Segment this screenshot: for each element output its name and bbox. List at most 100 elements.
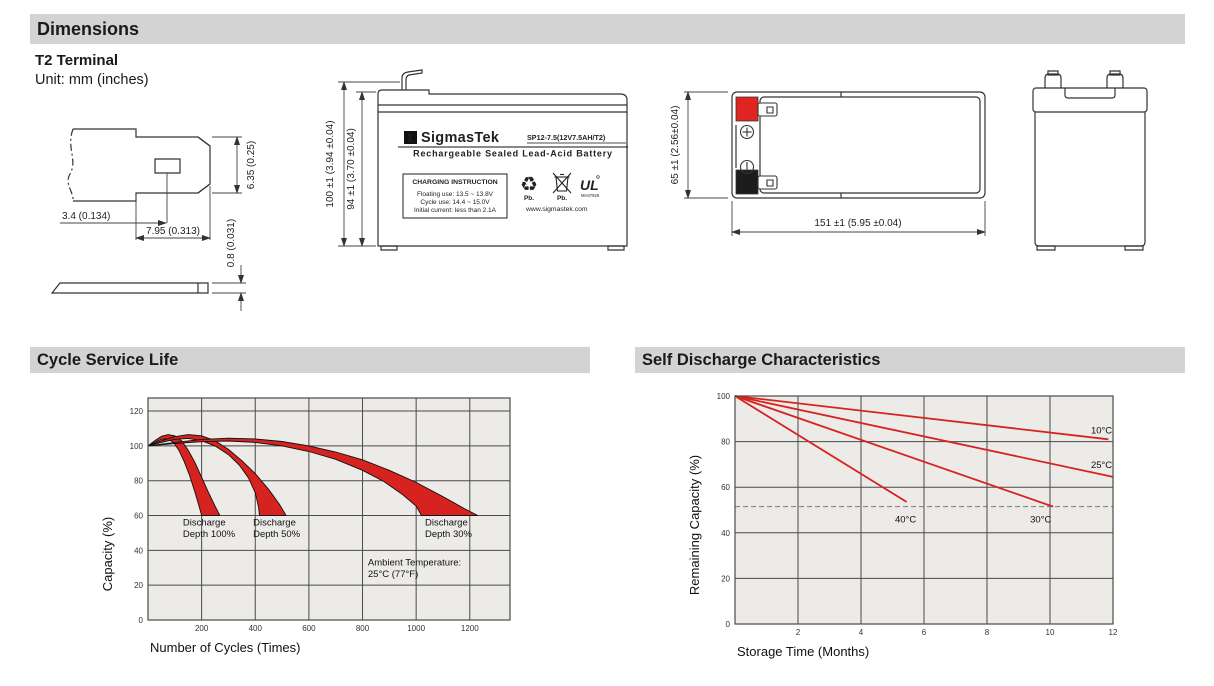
minus-symbol-icon — [741, 161, 754, 174]
x-tick-label: 1200 — [461, 624, 479, 633]
section-header-dimensions: Dimensions — [30, 14, 1185, 44]
y-tick-label: 0 — [139, 616, 144, 625]
chart-series-line — [734, 395, 1114, 478]
brand-name: SigmasTek — [421, 130, 500, 146]
self-discharge-chart: 2 4 6 8 10 12 0 20 40 60 80 100 10°C 25°C 30°C 40°C Stor… — [687, 392, 1118, 659]
chart-annotation: 40°C — [895, 515, 916, 526]
cycle-service-life-chart: 200 400 600 800 1000 1200 0 20 40 60 80 100 120 Disch… — [100, 397, 511, 655]
sigma-logo-glyph: Σ — [407, 133, 413, 145]
chart-series-line — [734, 395, 1054, 508]
chart-annotation: 10°C — [1091, 426, 1112, 437]
x-tick-label: 10 — [1046, 628, 1055, 637]
ul-file-code: MH47929 — [581, 193, 600, 198]
x-tick-label: 200 — [195, 624, 209, 633]
dim-thickness: 0.8 (0.031) — [226, 219, 237, 267]
ul-registered-dot — [597, 176, 600, 179]
dim-blade-width: 7.95 (0.313) — [146, 226, 200, 237]
battery-front-outline — [378, 70, 627, 250]
chart-band — [147, 434, 221, 516]
y-tick-label: 40 — [721, 529, 730, 538]
model-number: SP12-7.5(12V7.5AH/T2) — [527, 133, 606, 142]
positive-terminal-marker — [736, 97, 758, 121]
x-tick-label: 12 — [1109, 628, 1118, 637]
chart-annotation: 30°C — [1030, 515, 1051, 526]
x-tick-label: 1000 — [407, 624, 425, 633]
plot-border — [734, 395, 1114, 625]
battery-top-outline — [732, 92, 985, 198]
front-terminal-tab — [402, 70, 422, 90]
terminal-detail-drawing: 3.4 (0.134) 7.95 (0.313) 6.35 (0.25) 0.8… — [40, 108, 257, 311]
crossed-bin-icon — [553, 173, 571, 193]
battery-subtitle: Rechargeable Sealed Lead-Acid Battery — [413, 149, 613, 159]
unit-note: Unit: mm (inches) — [35, 72, 149, 88]
cycle-service-life-title: Cycle Service Life — [37, 350, 179, 369]
chart-series-line — [734, 395, 908, 503]
terminal-plate-side-view — [52, 283, 208, 293]
y-tick-label: 100 — [130, 442, 144, 451]
y-tick-label: 80 — [134, 477, 143, 486]
y-tick-label: 20 — [721, 574, 730, 583]
dim-length: 151 ±1 (5.95 ±0.04) — [814, 218, 901, 229]
dimensions-title: Dimensions — [37, 18, 140, 39]
x-tick-label: 4 — [859, 628, 864, 637]
terminal-type-label: T2 Terminal — [35, 52, 119, 69]
y-tick-label: 120 — [130, 407, 144, 416]
chart-annotation: Ambient Temperature: 25°C (77°F) — [368, 557, 461, 580]
side-view-drawing — [1025, 60, 1175, 260]
x-tick-label: 400 — [249, 624, 263, 633]
website-text: www.sigmastek.com — [525, 206, 588, 213]
x-tick-label: 6 — [922, 628, 927, 637]
section-header-cycle-service-life: Cycle Service Life — [30, 347, 590, 373]
charging-line-2: Cycle use: 14.4 ~ 15.0V — [420, 199, 490, 206]
self-discharge-title: Self Discharge Characteristics — [642, 350, 881, 369]
plus-symbol-icon — [741, 126, 754, 139]
y-tick-label: 80 — [721, 438, 730, 447]
dim-body-height: 94 ±1 (3.70 ±0.04) — [346, 128, 357, 210]
x-tick-label: 2 — [796, 628, 801, 637]
chart-series-line — [734, 395, 1109, 441]
y-tick-label: 60 — [721, 483, 730, 492]
x-axis-title: Storage Time (Months) — [737, 644, 869, 659]
y-tick-label: 0 — [726, 620, 731, 629]
label-compliance-icons: ♻ Pb. Pb. UL MH47929 — [520, 173, 600, 202]
bin-pb-label: Pb. — [557, 195, 567, 202]
recycle-icon: ♻ — [520, 174, 538, 196]
chart-annotation: Discharge Depth 100% — [183, 517, 236, 540]
plot-border — [147, 397, 511, 621]
polarity-symbols — [741, 126, 754, 174]
charging-title: CHARGING INSTRUCTION — [412, 179, 497, 186]
dim-total-height: 100 ±1 (3.94 ±0.04) — [325, 120, 336, 207]
terminal-dimension-lines — [60, 136, 246, 311]
chart-annotation: Discharge Depth 50% — [253, 517, 301, 540]
battery-label: Σ SigmasTek SP12-7.5(12V7.5AH/T2) Rechar… — [398, 130, 628, 218]
y-tick-label: 40 — [134, 546, 143, 555]
y-axis-title: Capacity (%) — [100, 517, 115, 591]
ul-mark-icon: UL — [580, 177, 599, 193]
dim-hole-offset: 3.4 (0.134) — [62, 211, 110, 222]
chart-annotation: 25°C — [1091, 460, 1112, 471]
charging-line-3: Initial current: less than 2.1A — [414, 207, 497, 214]
charging-instruction-box: CHARGING INSTRUCTION Floating use: 13.5 … — [403, 174, 507, 218]
section-header-self-discharge: Self Discharge Characteristics — [635, 347, 1185, 373]
chart-annotation: Discharge Depth 30% — [425, 517, 473, 540]
top-dimension-lines — [684, 91, 986, 236]
dim-blade-height: 6.35 (0.25) — [246, 141, 257, 189]
y-tick-label: 60 — [134, 512, 143, 521]
top-view-drawing: 65 ±1 (2.56±0.04) 151 ±1 (5.95 ±0.04) — [670, 91, 986, 245]
y-tick-label: 20 — [134, 581, 143, 590]
x-tick-label: 600 — [302, 624, 316, 633]
recycle-pb-label: Pb. — [524, 195, 534, 202]
terminal-blade-outline — [68, 129, 210, 201]
front-dimension-lines — [338, 81, 400, 247]
x-axis-title: Number of Cycles (Times) — [150, 640, 300, 655]
x-tick-label: 800 — [356, 624, 370, 633]
dim-width: 65 ±1 (2.56±0.04) — [670, 106, 681, 185]
chart-band — [147, 437, 479, 516]
sigma-logo-icon — [404, 131, 417, 144]
charging-line-1: Floating use: 13.5 ~ 13.8V — [417, 191, 494, 198]
front-view-drawing: 100 ±1 (3.94 ±0.04) 94 ±1 (3.70 ±0.04) Σ… — [325, 60, 640, 275]
x-tick-label: 8 — [985, 628, 990, 637]
y-axis-title: Remaining Capacity (%) — [687, 455, 702, 595]
terminal-blades — [758, 103, 777, 189]
